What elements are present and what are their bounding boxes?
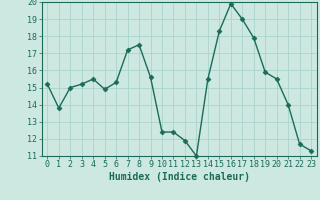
X-axis label: Humidex (Indice chaleur): Humidex (Indice chaleur) — [109, 172, 250, 182]
